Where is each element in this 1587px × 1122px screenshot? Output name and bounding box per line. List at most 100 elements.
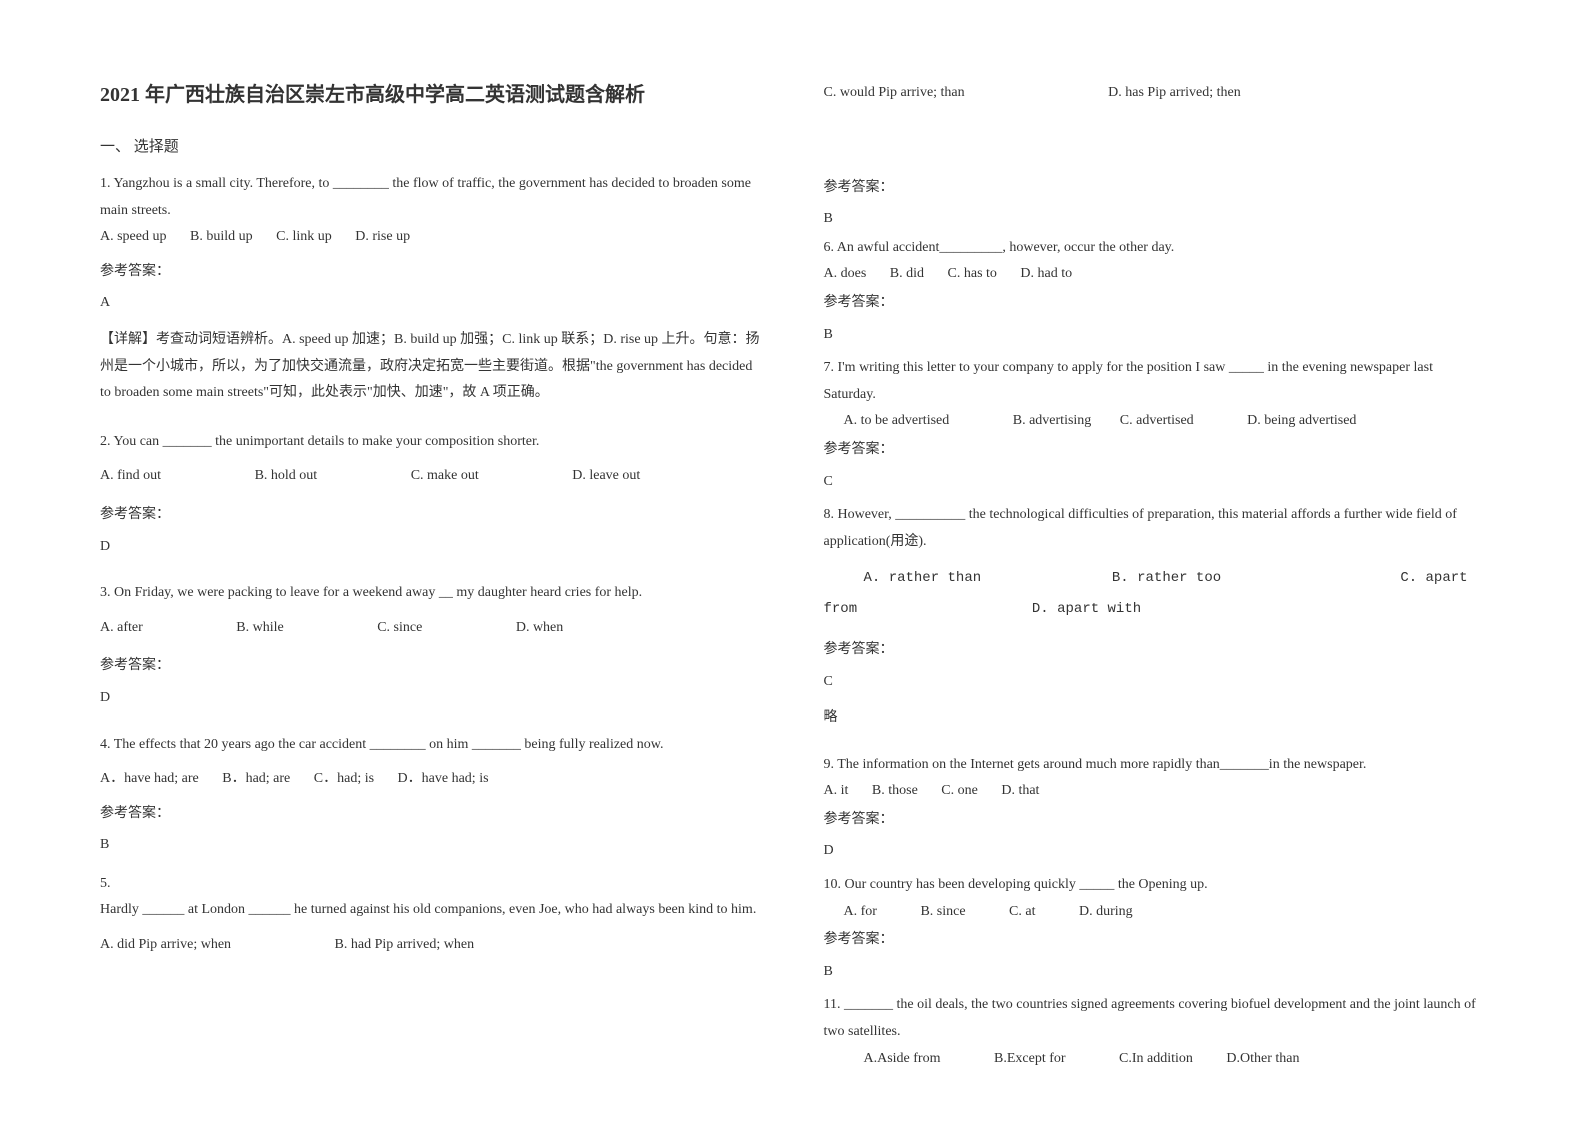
question-1: 1. Yangzhou is a small city. Therefore, … [100,171,764,419]
q6-c: C. has to [948,261,997,288]
q6-text: 6. An awful accident_________, however, … [824,235,1488,262]
q5-text: Hardly ______ at London ______ he turned… [100,897,764,924]
question-7: 7. I'm writing this letter to your compa… [824,355,1488,497]
q1-text: 1. Yangzhou is a small city. Therefore, … [100,171,764,224]
q5-answer: B [824,206,1488,233]
q9-text: 9. The information on the Internet gets … [824,752,1488,779]
q3-answer: D [100,685,764,712]
q8-note: 略 [824,705,1488,732]
q8-answer: C [824,669,1488,696]
q1-d: D. rise up [355,224,410,251]
q11-a: A.Aside from [864,1046,941,1073]
q1-options: A. speed up B. build up C. link up D. ri… [100,224,764,251]
q1-answer-label: 参考答案： [100,259,764,286]
q2-answer: D [100,534,764,561]
q3-answer-label: 参考答案： [100,653,764,680]
q2-options: A. find out B. hold out C. make out D. l… [100,463,764,490]
q9-a: A. it [824,778,849,805]
question-8: 8. However, __________ the technological… [824,502,1488,742]
q1-c: C. link up [276,224,332,251]
q8-b: B. rather too [1112,563,1392,594]
q1-b: B. build up [190,224,253,251]
q8-d: D. apart with [1032,594,1141,625]
q10-answer-label: 参考答案： [824,927,1488,954]
q5-options-cd: C. would Pip arrive; than D. has Pip arr… [824,80,1488,107]
q2-answer-label: 参考答案： [100,502,764,529]
q7-options: A. to be advertised B. advertising C. ad… [824,408,1488,435]
q5-a: A. did Pip arrive; when [100,932,231,959]
q7-answer: C [824,469,1488,496]
q5-num: 5. [100,871,764,898]
q7-b: B. advertising [1013,408,1092,435]
q4-b: B．had; are [222,766,290,793]
q6-options: A. does B. did C. has to D. had to [824,261,1488,288]
q5-b: B. had Pip arrived; when [335,932,475,959]
q10-text: 10. Our country has been developing quic… [824,872,1488,899]
question-9: 9. The information on the Internet gets … [824,752,1488,867]
q7-answer-label: 参考答案： [824,437,1488,464]
question-4: 4. The effects that 20 years ago the car… [100,732,764,861]
q7-c: C. advertised [1120,408,1194,435]
document-title: 2021 年广西壮族自治区崇左市高级中学高二英语测试题含解析 [100,80,764,110]
q3-c: C. since [377,615,422,642]
q6-answer: B [824,322,1488,349]
q6-b: B. did [890,261,924,288]
q4-options: A．have had; are B．had; are C．had; is D．h… [100,766,764,793]
q8-a: A. rather than [824,563,1104,594]
q10-b: B. since [920,899,965,926]
q11-options: A.Aside from B.Except for C.In addition … [824,1046,1488,1073]
q10-d: D. during [1079,899,1133,926]
q5-answer-label: 参考答案： [824,175,1488,202]
q9-answer-label: 参考答案： [824,807,1488,834]
q10-answer: B [824,959,1488,986]
left-column: 2021 年广西壮族自治区崇左市高级中学高二英语测试题含解析 一、 选择题 1.… [100,80,764,1082]
q7-text: 7. I'm writing this letter to your compa… [824,355,1488,408]
q8-answer-label: 参考答案： [824,637,1488,664]
q5-c: C. would Pip arrive; than [824,80,965,107]
q4-c: C．had; is [314,766,374,793]
question-3: 3. On Friday, we were packing to leave f… [100,580,764,721]
q10-c: C. at [1009,899,1035,926]
q6-a: A. does [824,261,867,288]
question-10: 10. Our country has been developing quic… [824,872,1488,987]
q1-answer: A [100,290,764,317]
q9-options: A. it B. those C. one D. that [824,778,1488,805]
q4-answer: B [100,832,764,859]
q11-d: D.Other than [1226,1046,1299,1073]
q8-c: C. apart [1400,563,1467,594]
q9-answer: D [824,838,1488,865]
q2-b: B. hold out [255,463,318,490]
q5-d: D. has Pip arrived; then [1108,80,1241,107]
q11-c: C.In addition [1119,1046,1193,1073]
q8-from: from [824,594,1024,625]
q2-c: C. make out [411,463,479,490]
q4-text: 4. The effects that 20 years ago the car… [100,732,764,759]
q7-a: A. to be advertised [844,408,950,435]
q6-d: D. had to [1020,261,1072,288]
q3-d: D. when [516,615,563,642]
question-6: 6. An awful accident_________, however, … [824,235,1488,350]
q9-d: D. that [1001,778,1039,805]
q3-options: A. after B. while C. since D. when [100,615,764,642]
q3-b: B. while [236,615,283,642]
q2-a: A. find out [100,463,161,490]
q9-b: B. those [872,778,918,805]
right-column: C. would Pip arrive; than D. has Pip arr… [824,80,1488,1082]
q3-a: A. after [100,615,143,642]
section-header: 一、 选择题 [100,135,764,156]
q11-text: 11. _______ the oil deals, the two count… [824,992,1488,1045]
q2-d: D. leave out [572,463,640,490]
q7-d: D. being advertised [1247,408,1356,435]
q4-a: A．have had; are [100,766,199,793]
q10-options: A. for B. since C. at D. during [824,899,1488,926]
q3-text: 3. On Friday, we were packing to leave f… [100,580,764,607]
question-5: 5. Hardly ______ at London ______ he tur… [100,871,764,959]
q4-answer-label: 参考答案： [100,801,764,828]
q5-options-ab: A. did Pip arrive; when B. had Pip arriv… [100,932,764,959]
question-11: 11. _______ the oil deals, the two count… [824,992,1488,1072]
q10-a: A. for [844,899,877,926]
q8-text: 8. However, __________ the technological… [824,502,1488,555]
q1-a: A. speed up [100,224,167,251]
q6-answer-label: 参考答案： [824,290,1488,317]
q2-text: 2. You can _______ the unimportant detai… [100,429,764,456]
